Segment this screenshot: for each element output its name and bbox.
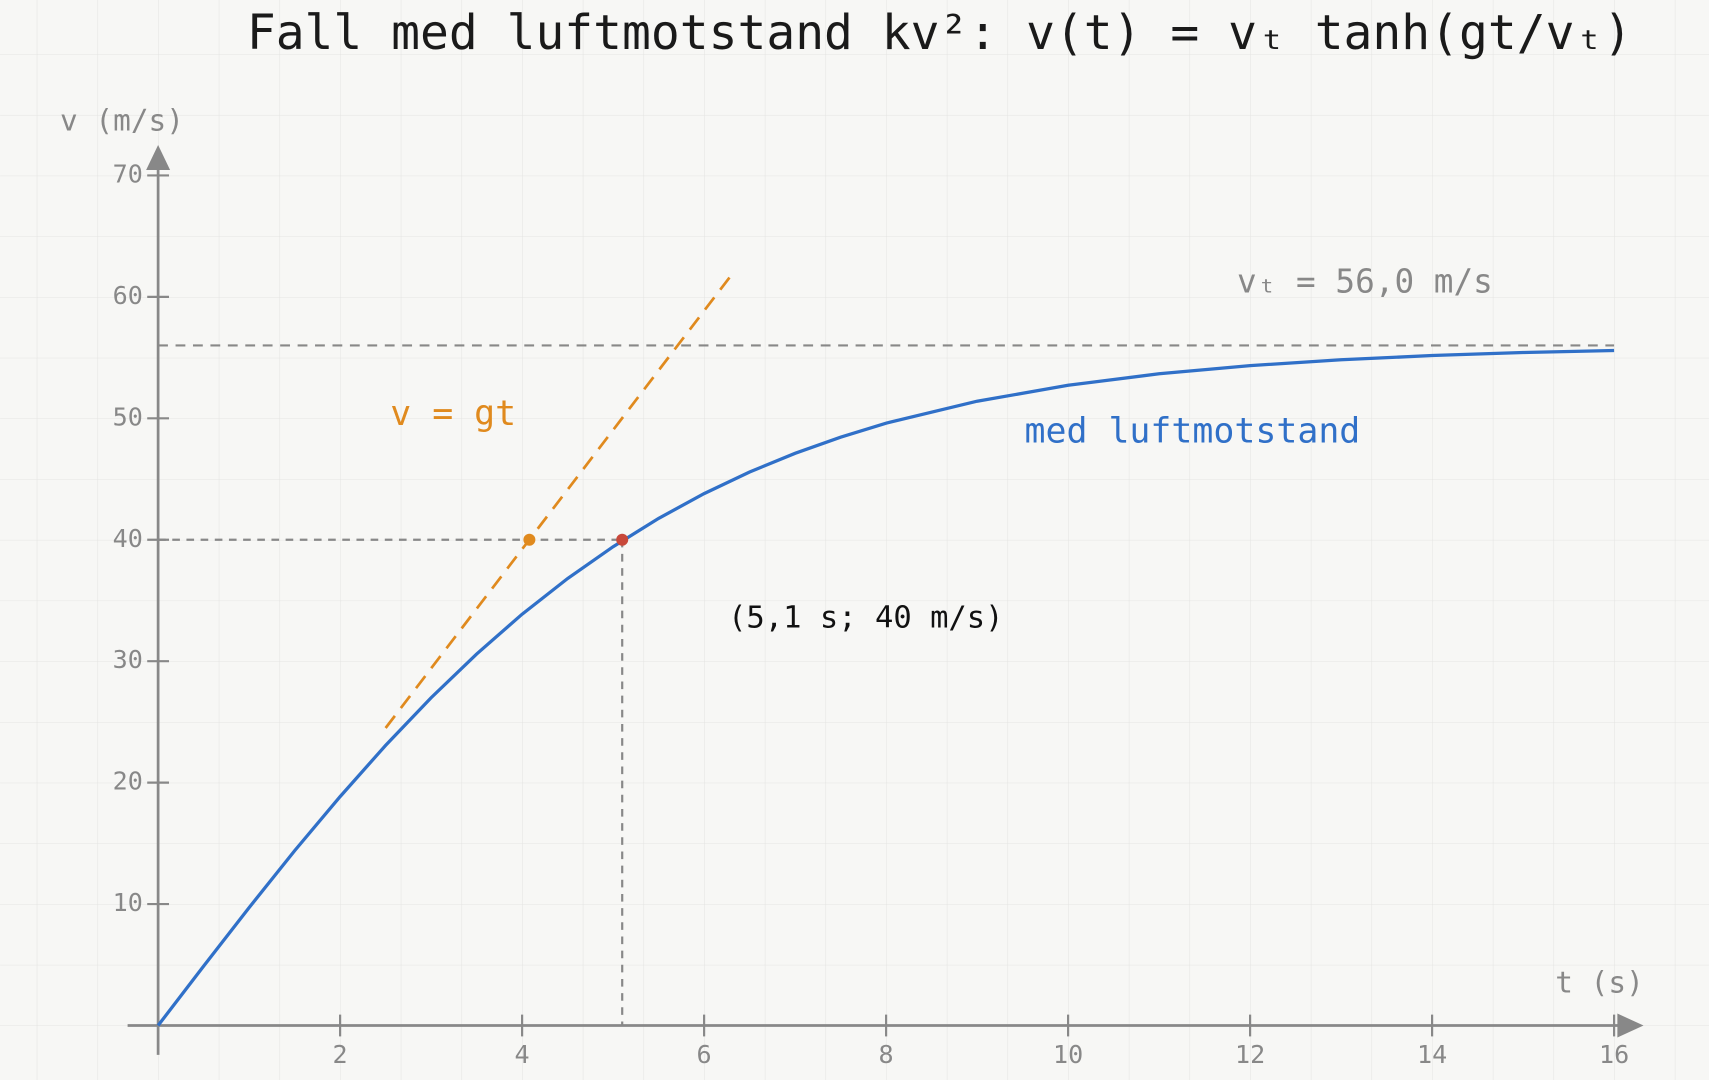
x-axis-label: t (s) (1555, 966, 1644, 1000)
series-label: v = gt (390, 394, 516, 434)
y-axis-label: v (m/s) (60, 104, 184, 138)
x-tick-label: 2 (333, 1040, 348, 1069)
x-tick-label: 6 (697, 1040, 712, 1069)
y-tick-label: 20 (113, 767, 143, 796)
chart-title: Fall med luftmotstand kv²: v(t) = vₜ tan… (247, 5, 1632, 61)
y-axis-arrow (146, 144, 171, 171)
y-tick-label: 70 (113, 159, 143, 188)
y-tick-label: 60 (113, 281, 143, 310)
x-tick-label: 16 (1599, 1040, 1629, 1069)
x-tick-label: 12 (1235, 1040, 1265, 1069)
y-tick-label: 50 (113, 402, 143, 431)
point-label: (5,1 s; 40 m/s) (728, 601, 1003, 636)
x-tick-label: 4 (515, 1040, 530, 1069)
y-tick-label: 10 (113, 888, 143, 917)
point (616, 533, 629, 546)
x-tick-label: 10 (1053, 1040, 1083, 1069)
y-tick-label: 30 (113, 645, 143, 674)
x-tick-label: 14 (1417, 1040, 1447, 1069)
y-tick-label: 40 (113, 524, 143, 553)
point (523, 533, 536, 546)
series-line (156, 348, 1615, 1027)
x-tick-label: 8 (879, 1040, 894, 1069)
series-line (384, 274, 733, 729)
series-label: med luftmotstand (1025, 412, 1361, 452)
reference-label: vₜ = 56,0 m/s (1237, 262, 1493, 300)
x-axis-arrow (1617, 1013, 1644, 1038)
